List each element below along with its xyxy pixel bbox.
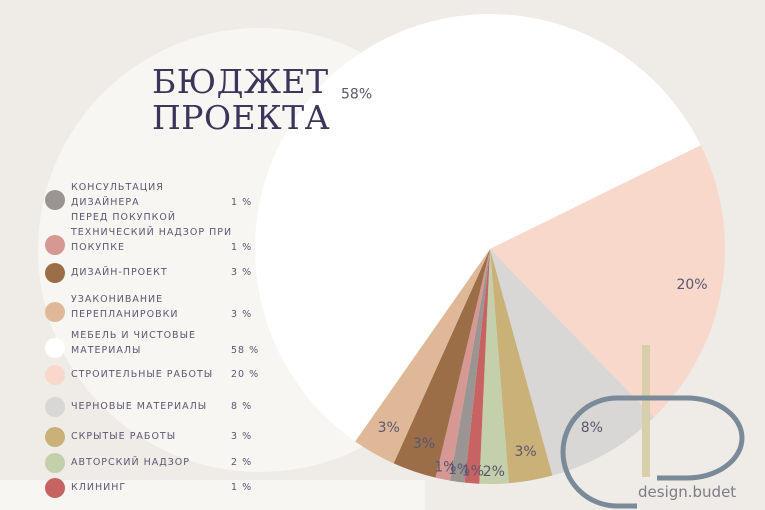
legend-label: КЛИНИНГ <box>71 482 127 493</box>
brand-logo <box>560 345 745 509</box>
page-title: БЮДЖЕТ ПРОЕКТА <box>152 64 330 136</box>
legend-value: 3 % <box>231 309 253 320</box>
legend-label: СТРОИТЕЛЬНЫЕ РАБОТЫ <box>71 369 214 380</box>
legend-value: 2 % <box>231 457 253 468</box>
legend-item: АВТОРСКИЙ НАДЗОР 2 % <box>45 453 275 483</box>
pie-slice-1 <box>435 249 490 481</box>
legend-label: ЧЕРНОВЫЕ МАТЕРИАЛЫ <box>71 401 208 412</box>
pie-slice-6 <box>490 249 654 476</box>
logo-c-shape <box>560 395 667 509</box>
pie-slice-7 <box>490 249 553 484</box>
legend-item: КОНСУЛЬТАЦИЯ ДИЗАЙНЕРА ПЕРЕД ПОКУПКОЙ 1 % <box>45 180 275 223</box>
legend-swatch <box>45 397 65 417</box>
legend-swatch <box>45 263 65 283</box>
brand-name: design.budet <box>638 483 737 501</box>
pie-slice-9 <box>464 249 490 484</box>
legend-item: КЛИНИНГ 1 % <box>45 478 275 508</box>
legend-swatch <box>45 365 65 385</box>
logo-bar <box>642 345 650 477</box>
legend-label: СКРЫТЫЕ РАБОТЫ <box>71 431 177 442</box>
legend-value: 1 % <box>231 197 253 208</box>
legend-label: ДИЗАЙН-ПРОЕКТ <box>71 267 168 278</box>
pie-slice-5 <box>490 145 725 418</box>
legend-item: ДИЗАЙН-ПРОЕКТ 3 % <box>45 263 275 293</box>
title-line-1: БЮДЖЕТ <box>152 62 329 101</box>
legend-value: 1 % <box>231 242 253 253</box>
pie-label-8: 2% <box>483 464 505 480</box>
pie-slice-4 <box>254 13 701 442</box>
legend-value: 8 % <box>231 401 253 412</box>
background-panel <box>0 480 425 510</box>
legend-swatch <box>45 453 65 473</box>
legend-value: 3 % <box>231 267 253 278</box>
legend-label: МЕБЕЛЬ И ЧИСТОВЫЕ МАТЕРИАЛЫ <box>71 330 196 356</box>
legend-item: СКРЫТЫЕ РАБОТЫ 3 % <box>45 427 275 457</box>
legend-swatch <box>45 302 65 322</box>
pie-slice-8 <box>479 249 509 485</box>
legend-value: 20 % <box>231 369 260 380</box>
pie-slice-2 <box>393 249 490 478</box>
legend-label: АВТОРСКИЙ НАДЗОР <box>71 457 190 468</box>
legend-swatch <box>45 338 65 358</box>
legend-label: УЗАКОНИВАНИЕ ПЕРЕПЛАНИРОВКИ <box>71 294 179 320</box>
legend-item: СТРОИТЕЛЬНЫЕ РАБОТЫ 20 % <box>45 365 275 395</box>
legend-item: ЧЕРНОВЫЕ МАТЕРИАЛЫ 8 % <box>45 397 275 427</box>
legend-swatch <box>45 478 65 498</box>
title-line-2: ПРОЕКТА <box>152 98 331 137</box>
logo-d-shape <box>657 395 745 481</box>
legend-swatch <box>45 190 65 210</box>
legend-item: УЗАКОНИВАНИЕ ПЕРЕПЛАНИРОВКИ 3 % <box>45 292 275 322</box>
legend-value: 58 % <box>231 345 260 356</box>
pie-label-3: 3% <box>378 420 400 436</box>
legend-value: 3 % <box>231 431 253 442</box>
pie-label-9: 1% <box>462 463 484 479</box>
pie-label-4: 58% <box>341 86 372 102</box>
pie-label-7: 3% <box>514 444 536 460</box>
pie-label-1: 1% <box>434 459 456 475</box>
legend-swatch <box>45 427 65 447</box>
pie-label-6: 8% <box>581 420 603 436</box>
pie-slice-3 <box>355 249 490 464</box>
legend-label: ТЕХНИЧЕСКИЙ НАДЗОР ПРИ ПОКУПКЕ <box>71 227 233 253</box>
legend-swatch <box>45 235 65 255</box>
legend-label: КОНСУЛЬТАЦИЯ ДИЗАЙНЕРА ПЕРЕД ПОКУПКОЙ <box>71 182 176 223</box>
pie-slice-0 <box>450 249 490 483</box>
pie-label-5: 20% <box>676 277 707 293</box>
pie-label-2: 3% <box>413 436 435 452</box>
legend-value: 1 % <box>231 482 253 493</box>
pie-label-0: 1% <box>448 462 470 478</box>
legend-item: МЕБЕЛЬ И ЧИСТОВЫЕ МАТЕРИАЛЫ 58 % <box>45 328 275 358</box>
legend-item: ТЕХНИЧЕСКИЙ НАДЗОР ПРИ ПОКУПКЕ 1 % <box>45 225 275 255</box>
